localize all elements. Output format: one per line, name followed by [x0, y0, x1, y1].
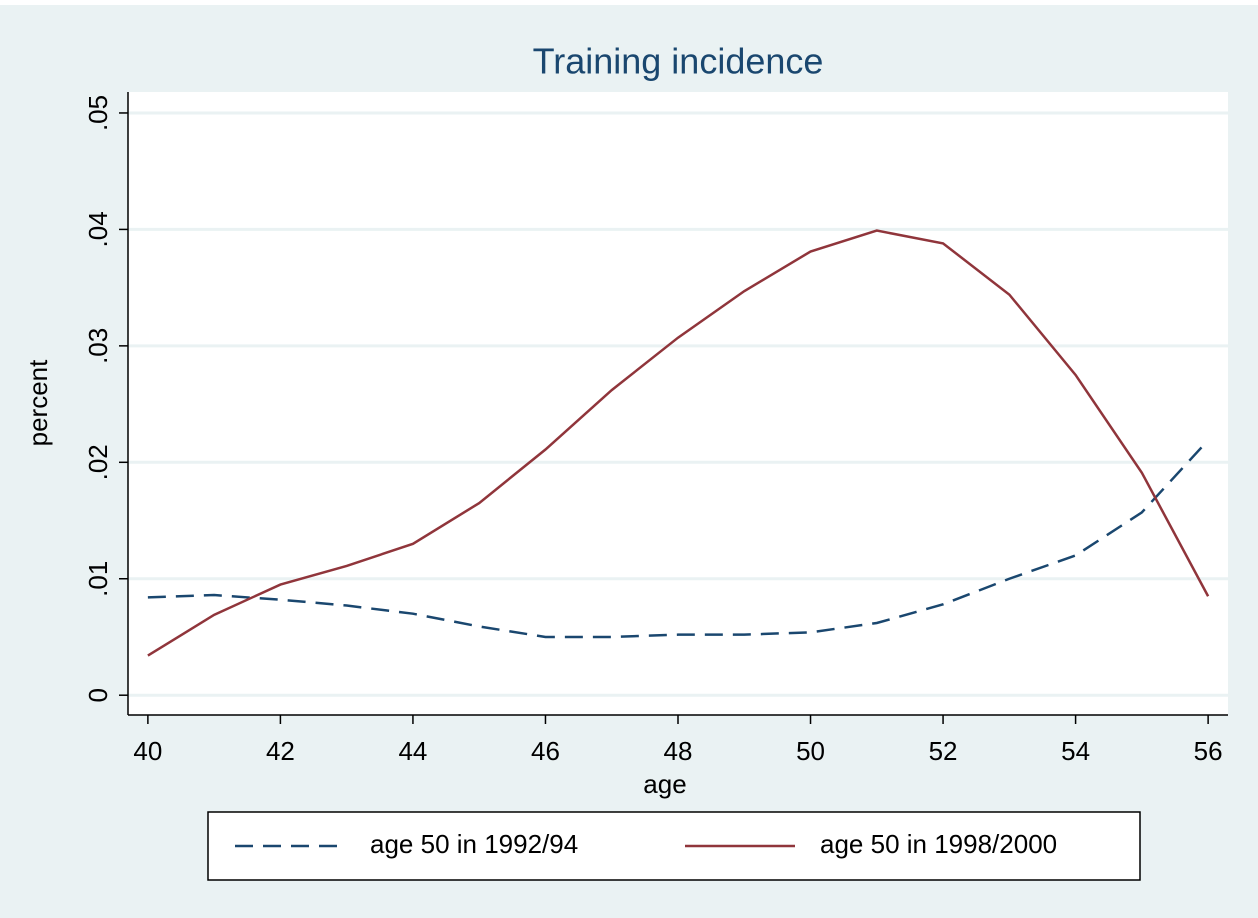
x-tick-label: 50	[796, 736, 825, 766]
y-axis-label: percent	[23, 359, 53, 446]
series-line	[147, 229, 1210, 657]
legend	[207, 811, 1141, 881]
legend-label: age 50 in 1992/94	[370, 829, 578, 859]
plot-area	[128, 92, 1228, 715]
y-tick-label: .04	[83, 211, 113, 247]
y-tick-label: 0	[83, 688, 113, 702]
x-tick-label: 52	[929, 736, 958, 766]
x-tick-label: 48	[664, 736, 693, 766]
x-tick-label: 42	[266, 736, 295, 766]
x-tick-label: 40	[133, 736, 162, 766]
legend-label: age 50 in 1998/2000	[820, 829, 1057, 859]
y-tick-label: .02	[83, 444, 113, 480]
x-axis-label: age	[643, 769, 686, 799]
y-tick-label: .03	[83, 328, 113, 364]
x-tick-label: 44	[398, 736, 427, 766]
chart-title: Training incidence	[533, 41, 824, 82]
series-line	[147, 439, 1210, 639]
y-tick-label: .01	[83, 561, 113, 597]
x-tick-label: 56	[1194, 736, 1223, 766]
y-tick-label: .05	[83, 95, 113, 131]
x-tick-label: 46	[531, 736, 560, 766]
x-tick-label: 54	[1061, 736, 1090, 766]
